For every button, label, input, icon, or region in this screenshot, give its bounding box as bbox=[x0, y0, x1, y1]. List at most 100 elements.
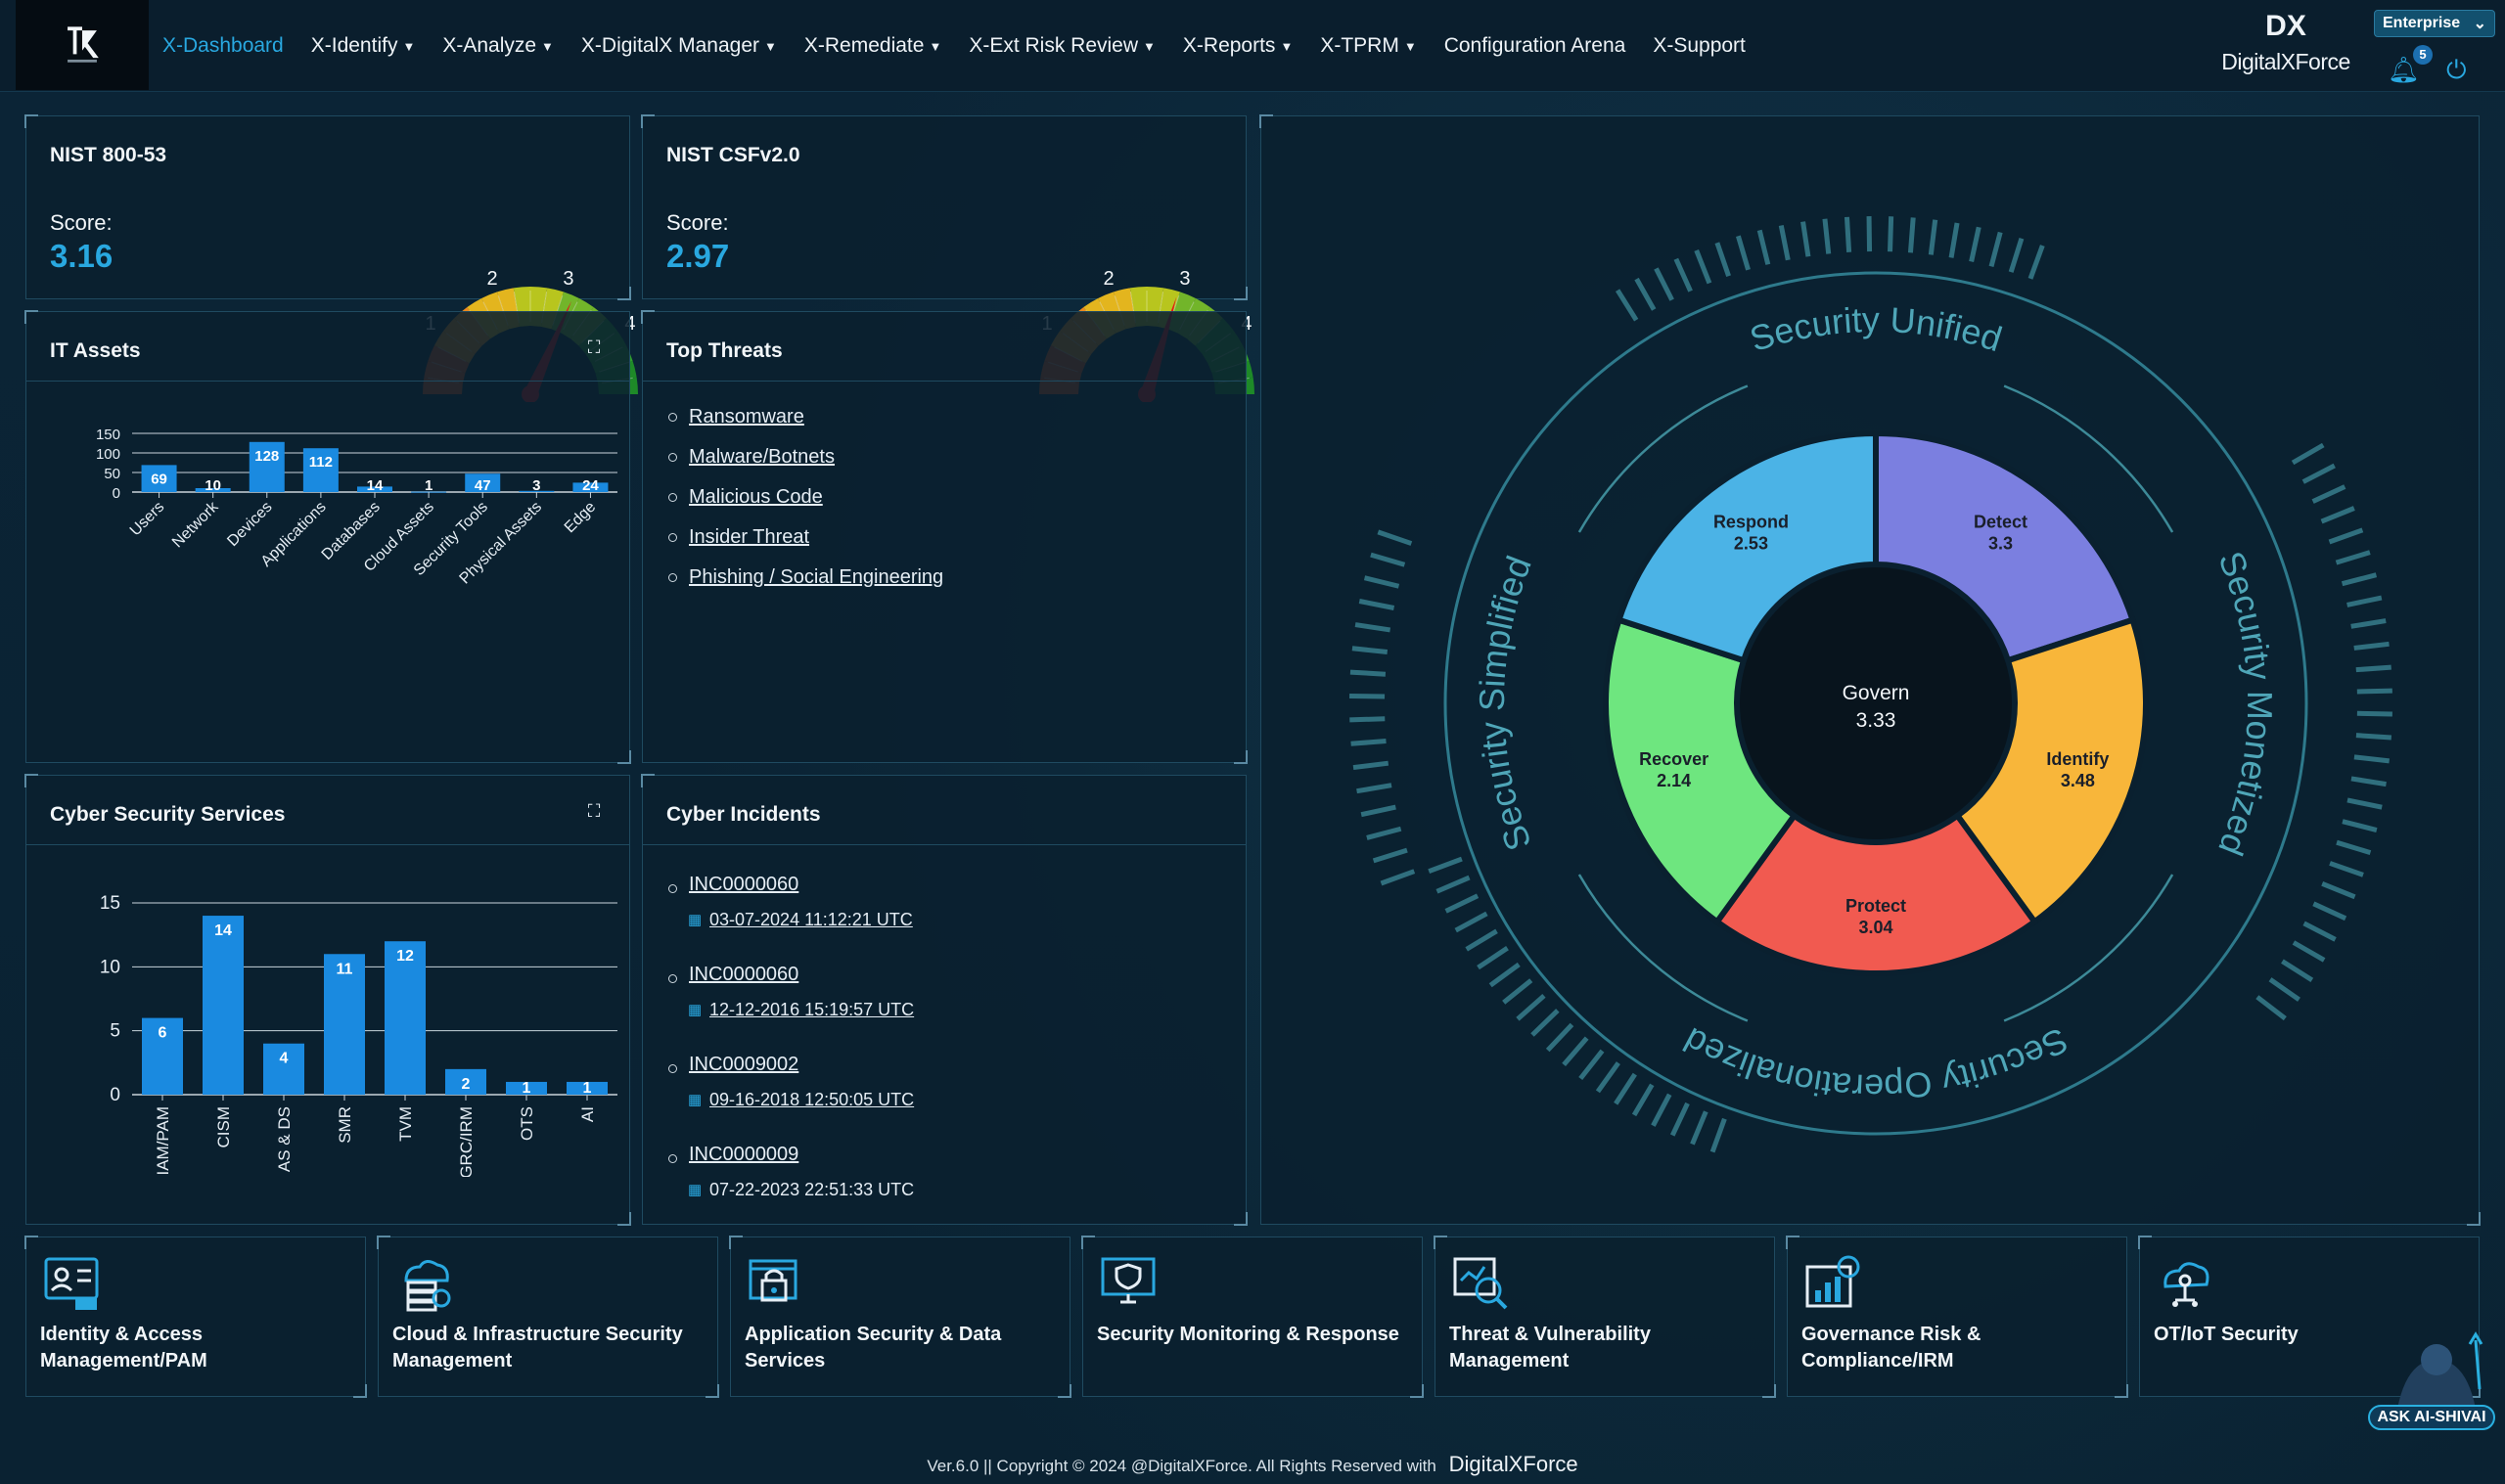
incident-date[interactable]: 12-12-2016 15:19:57 UTC bbox=[709, 1000, 915, 1019]
score-label: Score: bbox=[666, 210, 729, 235]
x-tick-label: AS & DS bbox=[275, 1106, 294, 1172]
service-card-security-monitoring-response[interactable]: Security Monitoring & Response bbox=[1081, 1236, 1424, 1398]
ring-text-path: Security Simplified bbox=[1472, 551, 1539, 856]
decorative-dash bbox=[1866, 216, 1873, 252]
bar bbox=[445, 1068, 486, 1095]
decorative-dash bbox=[1435, 875, 1471, 894]
identity-icon bbox=[44, 1257, 99, 1310]
expand-icon[interactable]: ⛶ bbox=[587, 337, 601, 357]
score-value: 2.97 bbox=[666, 238, 730, 274]
inner-ring-arc bbox=[2003, 874, 2174, 1022]
power-icon[interactable]: ⏻ bbox=[2446, 55, 2467, 84]
decorative-dash bbox=[2268, 977, 2300, 1002]
bar bbox=[506, 1081, 547, 1095]
caret-down-icon: ▼ bbox=[764, 38, 777, 54]
decorative-dash bbox=[1988, 231, 2003, 267]
bar bbox=[203, 916, 244, 1095]
bell-icon[interactable]: 🔔︎ bbox=[2388, 55, 2421, 84]
incident-date[interactable]: 03-07-2024 11:12:21 UTC bbox=[709, 910, 913, 929]
decorative-dash bbox=[2350, 618, 2387, 629]
bar-value-label: 47 bbox=[475, 477, 491, 494]
enterprise-select[interactable]: Enterprise ⌄ bbox=[2374, 10, 2495, 37]
threat-link-ransomware[interactable]: Ransomware bbox=[689, 406, 804, 427]
incident-link[interactable]: INC0000009 bbox=[689, 1144, 799, 1165]
nav-item-configuration-arena[interactable]: Configuration Arena bbox=[1431, 34, 1640, 58]
threat-link-phishing-social-engineering[interactable]: Phishing / Social Engineering bbox=[689, 566, 944, 588]
decorative-dash bbox=[2008, 238, 2025, 273]
decorative-dash bbox=[1444, 893, 1480, 914]
x-tick-label: Network bbox=[169, 498, 222, 551]
service-card-threat-vulnerability-management[interactable]: Threat & Vulnerability Management bbox=[1434, 1236, 1776, 1398]
nav-item-x-identify[interactable]: X-Identify ▼ bbox=[297, 34, 430, 58]
service-card-identity-access-management-pam[interactable]: Identity & Access Management/PAM bbox=[24, 1236, 367, 1398]
decorative-dash bbox=[2255, 995, 2287, 1021]
service-card-cloud-infrastructure-security-management[interactable]: Cloud & Infrastructure Security Manageme… bbox=[377, 1236, 719, 1398]
slice-label: Recover bbox=[1639, 749, 1708, 769]
expand-icon[interactable]: ⛶ bbox=[587, 801, 601, 821]
inner-ring-arc bbox=[2003, 384, 2174, 533]
nist-csf-donut-chart: Security Unified Security Monetized Securi… bbox=[1349, 216, 2392, 1153]
decorative-dash bbox=[2356, 710, 2392, 717]
decorative-dash bbox=[2302, 921, 2337, 942]
incident-date[interactable]: 07-22-2023 22:51:33 UTC bbox=[709, 1180, 915, 1196]
decorative-dash bbox=[2329, 861, 2364, 877]
decorative-dash bbox=[1969, 226, 1981, 262]
bar-value-label: 11 bbox=[337, 961, 353, 977]
threat-link-insider-threat[interactable]: Insider Threat bbox=[689, 526, 810, 548]
bar bbox=[263, 1043, 304, 1095]
decorative-dash bbox=[2356, 688, 2392, 695]
incident-link[interactable]: INC0009002 bbox=[689, 1054, 799, 1075]
nav-item-x-remediate[interactable]: X-Remediate ▼ bbox=[791, 34, 955, 58]
ring-text-path: Security Unified bbox=[1745, 299, 2006, 359]
bar bbox=[465, 473, 501, 492]
threat-link-malware-botnets[interactable]: Malware/Botnets bbox=[689, 446, 835, 468]
bar-value-label: 2 bbox=[462, 1076, 471, 1093]
incident-list[interactable]: INC0000060 ▦ 03-07-2024 11:12:21 UTC INC… bbox=[668, 874, 1236, 1196]
incident-link[interactable]: INC0000060 bbox=[689, 874, 799, 895]
nav-item-x-dashboard[interactable]: X-Dashboard bbox=[149, 34, 297, 58]
bar-value-label: 12 bbox=[396, 948, 414, 965]
nav-item-x-reports[interactable]: X-Reports ▼ bbox=[1169, 34, 1306, 58]
donut-center bbox=[1740, 567, 2012, 839]
service-card-governance-risk-compliance-irm[interactable]: Governance Risk & Compliance/IRM bbox=[1786, 1236, 2128, 1398]
decorative-dash bbox=[1709, 1117, 1727, 1153]
nav-item-x-digitalx-manager[interactable]: X-DigitalX Manager ▼ bbox=[568, 34, 791, 58]
inner-ring-arc bbox=[1577, 874, 1749, 1022]
decorative-dash bbox=[1349, 716, 1386, 723]
nav-item-x-tprm[interactable]: X-TPRM ▼ bbox=[1306, 34, 1430, 58]
calendar-icon: ▦ bbox=[688, 1001, 703, 1018]
inner-ring-arc bbox=[1577, 384, 1749, 533]
company-logo[interactable] bbox=[16, 0, 149, 90]
incident-date[interactable]: 09-16-2018 12:50:05 UTC bbox=[709, 1090, 915, 1109]
score-label: Score: bbox=[50, 210, 113, 235]
decorative-dash bbox=[2335, 550, 2371, 565]
decorative-dash bbox=[1634, 277, 1657, 311]
y-tick-label: 150 bbox=[96, 427, 120, 443]
bar bbox=[357, 486, 392, 492]
slice-value: 3.04 bbox=[1858, 918, 1892, 937]
nav-item-x-ext-risk-review[interactable]: X-Ext Risk Review ▼ bbox=[955, 34, 1169, 58]
incident-date-row: ▦ 12-12-2016 15:19:57 UTC bbox=[688, 1000, 1236, 1020]
threat-link-malicious-code[interactable]: Malicious Code bbox=[689, 486, 823, 508]
decorative-dash bbox=[1380, 869, 1416, 886]
nav-item-x-support[interactable]: X-Support bbox=[1639, 34, 1759, 58]
decorative-dash bbox=[1928, 219, 1938, 255]
bullet-icon bbox=[668, 413, 677, 422]
nav-item-label: X-Dashboard bbox=[162, 34, 284, 57]
decorative-dash bbox=[1822, 218, 1832, 254]
nist-csf-panel: NIST CSFv2.0 Score: 2.97 012345 bbox=[641, 114, 1254, 402]
nav-item-label: Configuration Arena bbox=[1443, 34, 1626, 57]
footer-text: Ver.6.0 || Copyright © 2024 @DigitalXFor… bbox=[927, 1457, 1436, 1475]
threat-icon bbox=[1453, 1257, 1508, 1310]
caret-down-icon: ▼ bbox=[1403, 38, 1417, 54]
ai-assistant-button[interactable]: ASK AI-SHIVAI bbox=[2368, 1330, 2495, 1438]
decorative-dash bbox=[2321, 880, 2356, 900]
nav-item-label: X-Remediate bbox=[803, 34, 925, 57]
bar bbox=[567, 1081, 608, 1095]
incident-link[interactable]: INC0000060 bbox=[689, 964, 799, 985]
decorative-dash bbox=[2292, 940, 2326, 963]
bar bbox=[324, 954, 365, 1095]
service-card-application-security-data-services[interactable]: Application Security & Data Services bbox=[729, 1236, 1071, 1398]
y-tick-label: 5 bbox=[110, 1021, 120, 1042]
nav-item-x-analyze[interactable]: X-Analyze ▼ bbox=[429, 34, 568, 58]
